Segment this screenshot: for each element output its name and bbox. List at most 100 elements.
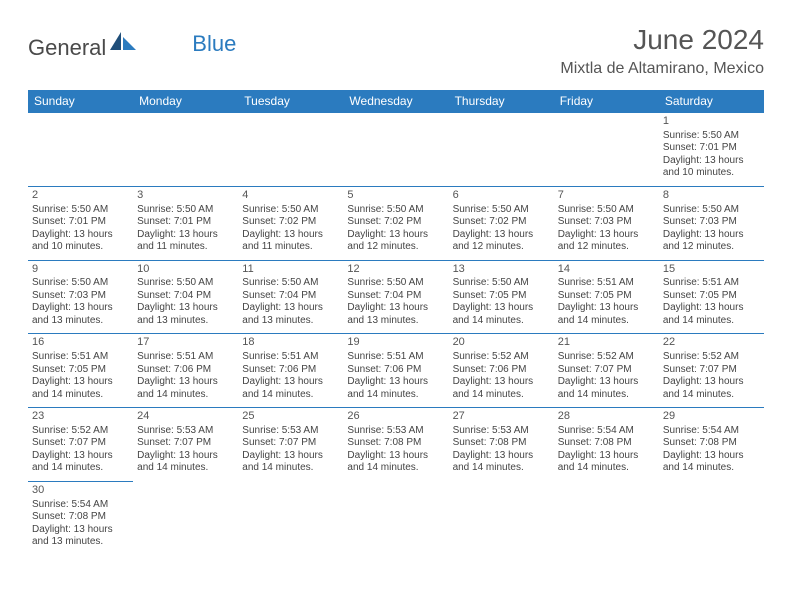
calendar-cell: 26Sunrise: 5:53 AMSunset: 7:08 PMDayligh… (343, 408, 448, 482)
day-number: 14 (558, 263, 655, 277)
cell-line-d2: and 14 minutes. (137, 462, 234, 475)
weekday-wednesday: Wednesday (343, 90, 448, 113)
cell-line-d2: and 14 minutes. (558, 389, 655, 402)
calendar-cell (554, 113, 659, 187)
cell-line-sr: Sunrise: 5:50 AM (453, 204, 550, 217)
cell-line-sr: Sunrise: 5:53 AM (453, 425, 550, 438)
calendar-cell: 25Sunrise: 5:53 AMSunset: 7:07 PMDayligh… (238, 408, 343, 482)
cell-line-d2: and 14 minutes. (558, 315, 655, 328)
cell-line-sr: Sunrise: 5:53 AM (242, 425, 339, 438)
cell-line-d2: and 13 minutes. (347, 315, 444, 328)
cell-line-d2: and 13 minutes. (32, 536, 129, 549)
calendar-cell: 3Sunrise: 5:50 AMSunset: 7:01 PMDaylight… (133, 186, 238, 260)
cell-line-ss: Sunset: 7:03 PM (558, 216, 655, 229)
cell-line-d1: Daylight: 13 hours (453, 302, 550, 315)
location: Mixtla de Altamirano, Mexico (560, 60, 764, 78)
calendar-cell: 14Sunrise: 5:51 AMSunset: 7:05 PMDayligh… (554, 260, 659, 334)
cell-line-sr: Sunrise: 5:54 AM (663, 425, 760, 438)
cell-line-d1: Daylight: 13 hours (137, 376, 234, 389)
cell-line-d2: and 14 minutes. (242, 462, 339, 475)
brand-logo: General Blue (28, 30, 236, 66)
day-number: 16 (32, 336, 129, 350)
day-number: 6 (453, 189, 550, 203)
calendar-cell: 12Sunrise: 5:50 AMSunset: 7:04 PMDayligh… (343, 260, 448, 334)
cell-line-ss: Sunset: 7:02 PM (453, 216, 550, 229)
cell-line-ss: Sunset: 7:07 PM (242, 437, 339, 450)
cell-line-d2: and 12 minutes. (558, 241, 655, 254)
day-number: 19 (347, 336, 444, 350)
cell-line-ss: Sunset: 7:08 PM (558, 437, 655, 450)
day-number: 18 (242, 336, 339, 350)
cell-line-d2: and 14 minutes. (242, 389, 339, 402)
cell-line-sr: Sunrise: 5:50 AM (347, 277, 444, 290)
month-title: June 2024 (560, 24, 764, 56)
calendar-cell: 4Sunrise: 5:50 AMSunset: 7:02 PMDaylight… (238, 186, 343, 260)
cell-line-ss: Sunset: 7:07 PM (558, 364, 655, 377)
cell-line-d2: and 14 minutes. (663, 315, 760, 328)
cell-line-ss: Sunset: 7:01 PM (137, 216, 234, 229)
cell-line-sr: Sunrise: 5:51 AM (663, 277, 760, 290)
day-number: 1 (663, 115, 760, 129)
calendar-row: 9 Sunrise: 5:50 AM Sunset: 7:03 PM Daylight… (28, 260, 764, 334)
cell-line-d2: and 13 minutes. (32, 315, 129, 328)
day-number: 25 (242, 410, 339, 424)
cell-line-d1: Daylight: 13 hours (347, 450, 444, 463)
day-number: 22 (663, 336, 760, 350)
day-number: 26 (347, 410, 444, 424)
day-number: 21 (558, 336, 655, 350)
cell-line-ss: Sunset: 7:04 PM (347, 290, 444, 303)
cell-line-d1: Daylight: 13 hours (242, 450, 339, 463)
cell-line-ss: Sunset: 7:05 PM (32, 364, 129, 377)
weekday-sunday: Sunday (28, 90, 133, 113)
cell-line-d1: Daylight: 13 hours (32, 450, 129, 463)
cell-line-ss: Sunset: 7:04 PM (137, 290, 234, 303)
cell-line-ss: Sunset: 7:02 PM (242, 216, 339, 229)
day-number: 9 (32, 263, 129, 277)
cell-line-d1: Daylight: 13 hours (663, 229, 760, 242)
day-number: 2 (32, 189, 129, 203)
day-number: 24 (137, 410, 234, 424)
cell-line-d1: Daylight: 13 hours (453, 376, 550, 389)
calendar-cell: 13Sunrise: 5:50 AMSunset: 7:05 PMDayligh… (449, 260, 554, 334)
cell-line-d2: and 14 minutes. (453, 315, 550, 328)
cell-line-ss: Sunset: 7:04 PM (242, 290, 339, 303)
cell-line-d1: Daylight: 13 hours (32, 229, 129, 242)
calendar-row: 1Sunrise: 5:50 AMSunset: 7:01 PMDaylight… (28, 113, 764, 187)
calendar-cell (449, 481, 554, 554)
calendar-cell (343, 113, 448, 187)
day-number: 28 (558, 410, 655, 424)
calendar-cell: 9Sunrise: 5:50 AMSunset: 7:03 PMDaylight… (28, 260, 133, 334)
calendar-cell: 29Sunrise: 5:54 AMSunset: 7:08 PMDayligh… (659, 408, 764, 482)
cell-line-d1: Daylight: 13 hours (558, 376, 655, 389)
calendar-cell (343, 481, 448, 554)
cell-line-d1: Daylight: 13 hours (663, 302, 760, 315)
cell-line-d2: and 12 minutes. (663, 241, 760, 254)
day-number: 10 (137, 263, 234, 277)
day-number: 15 (663, 263, 760, 277)
cell-line-d2: and 14 minutes. (453, 462, 550, 475)
cell-line-d1: Daylight: 13 hours (242, 376, 339, 389)
weekday-friday: Friday (554, 90, 659, 113)
calendar-cell: 16Sunrise: 5:51 AMSunset: 7:05 PMDayligh… (28, 334, 133, 408)
cell-line-d1: Daylight: 13 hours (453, 450, 550, 463)
calendar-cell: 8Sunrise: 5:50 AMSunset: 7:03 PMDaylight… (659, 186, 764, 260)
cell-line-ss: Sunset: 7:01 PM (663, 142, 760, 155)
cell-line-sr: Sunrise: 5:52 AM (663, 351, 760, 364)
weekday-tuesday: Tuesday (238, 90, 343, 113)
cell-line-sr: Sunrise: 5:50 AM (663, 204, 760, 217)
day-number: 23 (32, 410, 129, 424)
cell-line-d1: Daylight: 13 hours (347, 302, 444, 315)
weekday-saturday: Saturday (659, 90, 764, 113)
cell-line-d1: Daylight: 13 hours (558, 302, 655, 315)
calendar-cell: 24Sunrise: 5:53 AMSunset: 7:07 PMDayligh… (133, 408, 238, 482)
cell-line-ss: Sunset: 7:03 PM (32, 290, 129, 303)
cell-line-sr: Sunrise: 5:51 AM (347, 351, 444, 364)
calendar-cell: 30Sunrise: 5:54 AMSunset: 7:08 PMDayligh… (28, 481, 133, 554)
cell-line-d2: and 14 minutes. (347, 389, 444, 402)
day-number: 8 (663, 189, 760, 203)
calendar-cell: 27Sunrise: 5:53 AMSunset: 7:08 PMDayligh… (449, 408, 554, 482)
cell-line-d2: and 14 minutes. (558, 462, 655, 475)
day-number: 29 (663, 410, 760, 424)
calendar-cell: 17Sunrise: 5:51 AMSunset: 7:06 PMDayligh… (133, 334, 238, 408)
cell-line-ss: Sunset: 7:02 PM (347, 216, 444, 229)
